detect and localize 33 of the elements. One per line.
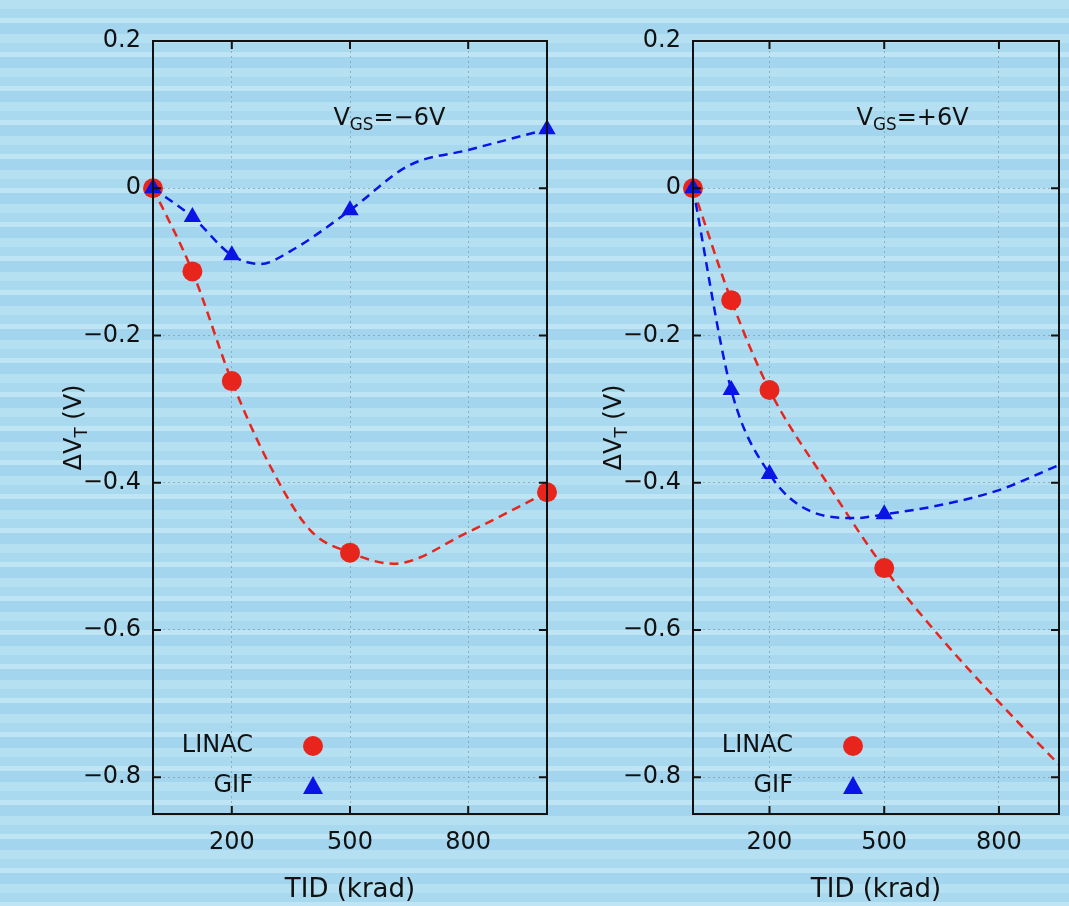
x-tick-label: 200 [746, 826, 793, 855]
x-tick-label: 800 [445, 826, 492, 855]
point [183, 206, 202, 222]
legend-label: GIF [753, 770, 793, 799]
point [875, 504, 893, 520]
y-tick-label: −0.2 [82, 319, 141, 348]
x-tick-label: 500 [327, 826, 373, 855]
x-tick-label: 800 [976, 826, 1022, 855]
y-tick-label: 0 [665, 172, 681, 201]
point [223, 245, 241, 261]
x-tick-label: 200 [208, 826, 255, 855]
y-tick-label: −0.8 [82, 761, 141, 790]
legend-label: LINAC [181, 730, 253, 759]
x-tick-label: 500 [861, 826, 908, 855]
point [759, 379, 780, 400]
point [721, 290, 742, 311]
point [341, 200, 359, 216]
legend-label: GIF [213, 770, 253, 799]
y-tick-label: 0 [125, 172, 141, 201]
y-tick-label: 0.2 [642, 25, 681, 54]
y-tick-label: 0.2 [102, 25, 141, 54]
y-tick-label: −0.8 [622, 761, 681, 790]
x-axis-title: TID (krad) [283, 873, 416, 904]
y-tick-label: −0.2 [622, 319, 681, 348]
y-tick-label: −0.6 [622, 614, 681, 643]
point [722, 379, 740, 395]
y-tick-label: −0.6 [82, 614, 141, 643]
point [760, 463, 779, 479]
point [340, 542, 360, 563]
legend-label: LINAC [721, 730, 793, 759]
point [221, 371, 242, 392]
point [182, 261, 203, 282]
x-axis-title: TID (krad) [809, 873, 942, 904]
